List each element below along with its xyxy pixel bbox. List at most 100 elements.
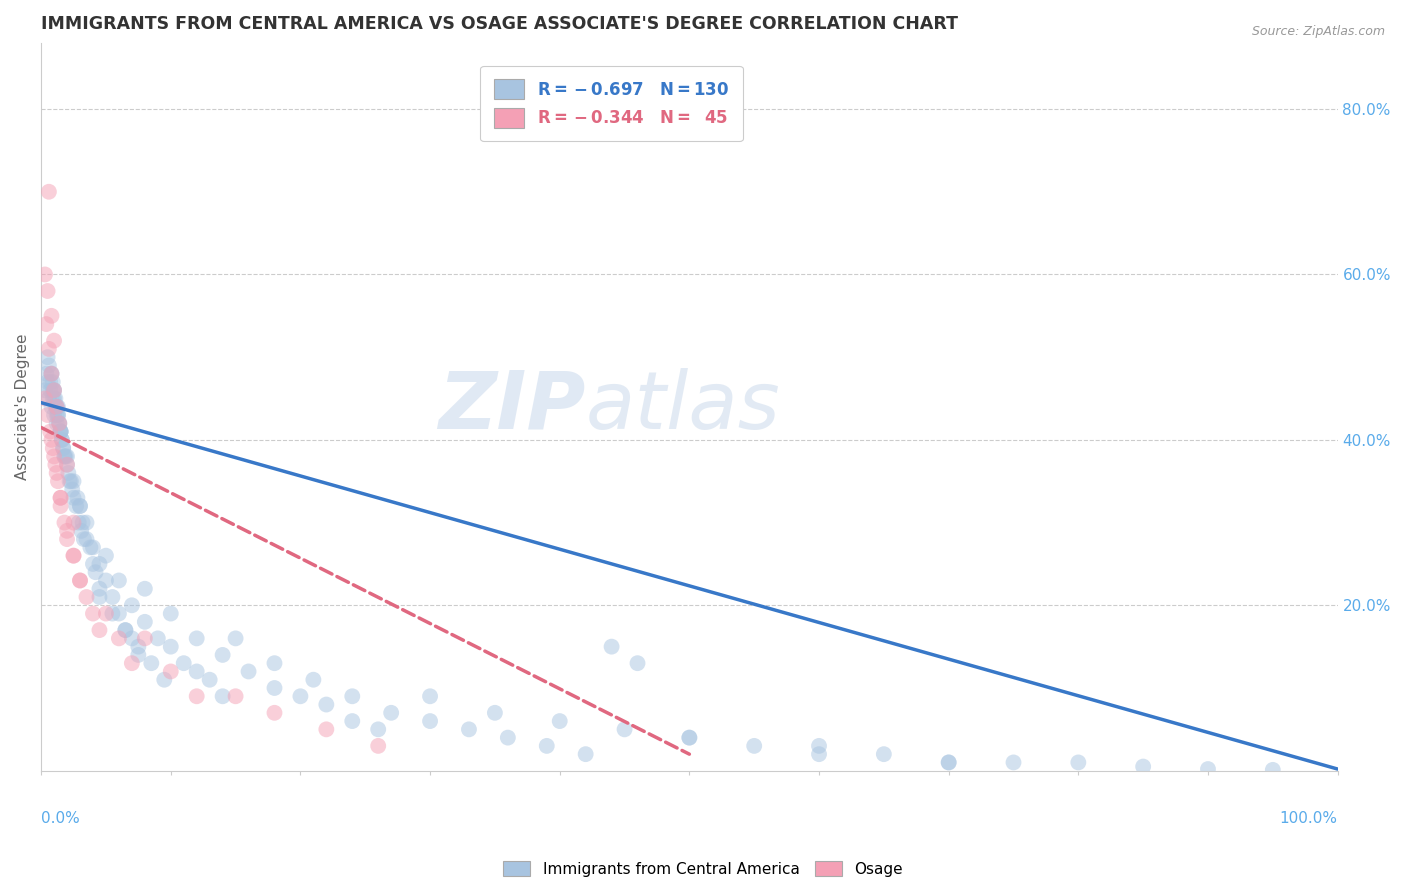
- Point: [46, 408, 69, 422]
- Point: [134, 615, 156, 629]
- Point: [101, 590, 124, 604]
- Point: [42, 384, 65, 398]
- Point: [59, 474, 82, 488]
- Point: [49, 425, 72, 439]
- Point: [302, 673, 325, 687]
- Point: [94, 574, 117, 588]
- Point: [42, 384, 65, 398]
- Point: [67, 516, 90, 530]
- Point: [42, 375, 65, 389]
- Point: [146, 632, 169, 646]
- Point: [44, 400, 66, 414]
- Point: [42, 450, 65, 464]
- Legend: $\mathbf{R = -0.697}$   $\mathbf{N = 130}$, $\mathbf{R = -0.344}$   $\mathbf{N =: $\mathbf{R = -0.697}$ $\mathbf{N = 130}$…: [481, 66, 742, 142]
- Point: [62, 549, 84, 563]
- Point: [42, 384, 65, 398]
- Point: [35, 367, 58, 381]
- Point: [38, 392, 60, 406]
- Point: [76, 590, 98, 604]
- Point: [41, 367, 63, 381]
- Point: [73, 532, 96, 546]
- Point: [186, 632, 208, 646]
- Point: [49, 491, 72, 505]
- Point: [1197, 762, 1219, 776]
- Point: [315, 698, 337, 712]
- Point: [46, 474, 69, 488]
- Point: [53, 516, 76, 530]
- Point: [51, 433, 73, 447]
- Text: 100.0%: 100.0%: [1279, 811, 1337, 826]
- Point: [49, 425, 72, 439]
- Point: [69, 499, 91, 513]
- Point: [94, 549, 117, 563]
- Point: [808, 739, 831, 753]
- Point: [89, 623, 111, 637]
- Y-axis label: Associate's Degree: Associate's Degree: [15, 334, 30, 480]
- Point: [134, 582, 156, 596]
- Point: [342, 690, 364, 704]
- Point: [678, 731, 700, 745]
- Point: [419, 690, 441, 704]
- Point: [38, 359, 60, 373]
- Point: [76, 532, 98, 546]
- Point: [575, 747, 598, 761]
- Point: [159, 640, 181, 654]
- Point: [873, 747, 896, 761]
- Point: [53, 450, 76, 464]
- Point: [315, 723, 337, 737]
- Point: [45, 400, 67, 414]
- Point: [59, 474, 82, 488]
- Point: [39, 375, 62, 389]
- Point: [496, 731, 519, 745]
- Point: [46, 400, 69, 414]
- Point: [34, 384, 56, 398]
- Point: [263, 656, 285, 670]
- Point: [290, 690, 312, 704]
- Point: [536, 739, 558, 753]
- Point: [600, 640, 623, 654]
- Point: [121, 599, 143, 613]
- Point: [45, 466, 67, 480]
- Point: [380, 706, 402, 720]
- Text: IMMIGRANTS FROM CENTRAL AMERICA VS OSAGE ASSOCIATE'S DEGREE CORRELATION CHART: IMMIGRANTS FROM CENTRAL AMERICA VS OSAGE…: [41, 15, 957, 33]
- Point: [45, 400, 67, 414]
- Point: [808, 747, 831, 761]
- Point: [42, 408, 65, 422]
- Point: [198, 673, 221, 687]
- Point: [69, 499, 91, 513]
- Point: [114, 623, 136, 637]
- Point: [35, 317, 58, 331]
- Point: [79, 541, 101, 555]
- Point: [52, 441, 75, 455]
- Point: [39, 384, 62, 398]
- Point: [65, 499, 87, 513]
- Point: [53, 450, 76, 464]
- Point: [82, 541, 104, 555]
- Point: [62, 516, 84, 530]
- Point: [38, 342, 60, 356]
- Point: [548, 714, 571, 728]
- Point: [484, 706, 506, 720]
- Point: [62, 491, 84, 505]
- Point: [49, 425, 72, 439]
- Point: [626, 656, 648, 670]
- Point: [1067, 756, 1090, 770]
- Point: [48, 417, 70, 431]
- Point: [56, 458, 79, 472]
- Point: [44, 458, 66, 472]
- Point: [42, 392, 65, 406]
- Point: [211, 690, 233, 704]
- Point: [938, 756, 960, 770]
- Point: [49, 499, 72, 513]
- Point: [108, 632, 131, 646]
- Point: [37, 375, 59, 389]
- Point: [94, 607, 117, 621]
- Point: [62, 474, 84, 488]
- Point: [263, 681, 285, 695]
- Point: [42, 384, 65, 398]
- Point: [186, 665, 208, 679]
- Point: [153, 673, 176, 687]
- Point: [238, 665, 260, 679]
- Point: [72, 516, 94, 530]
- Point: [38, 185, 60, 199]
